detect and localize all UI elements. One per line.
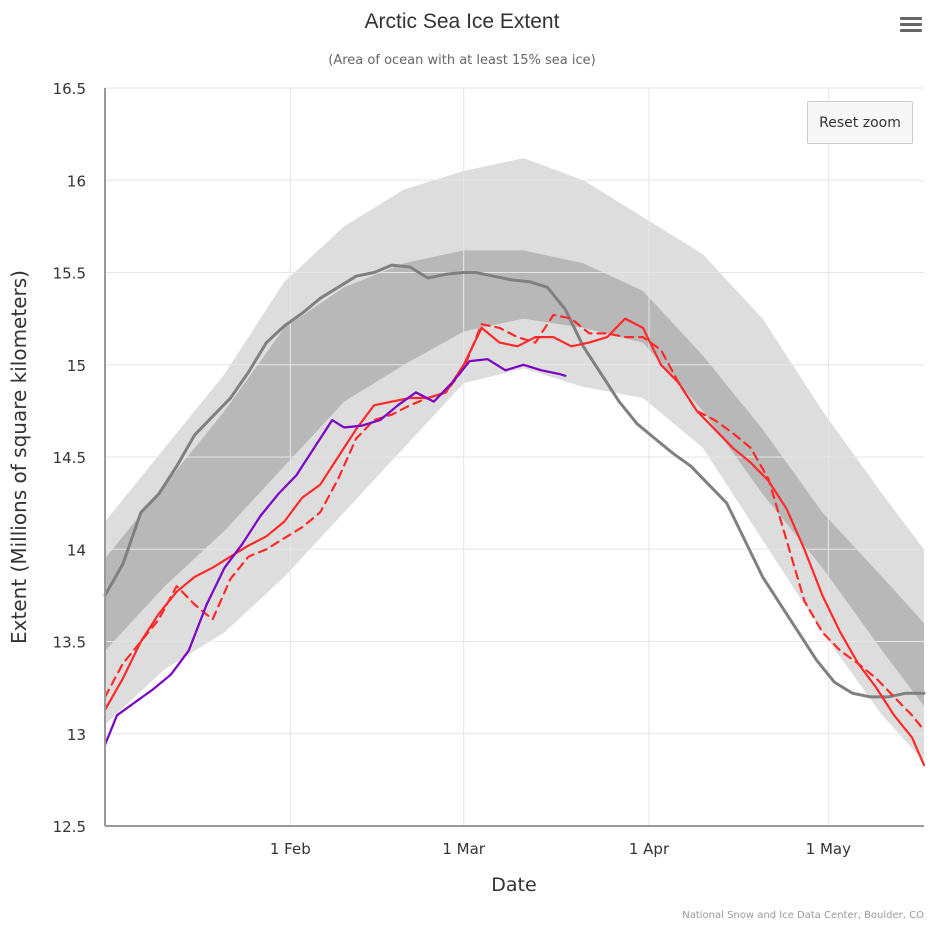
y-tick-label: 12.5 bbox=[53, 818, 86, 836]
series-line-2[interactable] bbox=[103, 313, 926, 732]
y-axis-title: Extent (Millions of square kilometers) bbox=[7, 270, 31, 644]
series-line-3[interactable] bbox=[103, 358, 567, 746]
chart-title: Arctic Sea Ice Extent bbox=[365, 10, 560, 33]
reset-zoom-button[interactable]: Reset zoom bbox=[807, 101, 913, 144]
y-tick-label: 16 bbox=[67, 172, 86, 190]
y-tick-label: 14 bbox=[67, 541, 86, 559]
range-bands bbox=[105, 158, 924, 762]
y-tick-label: 15.5 bbox=[53, 265, 86, 283]
series-lines bbox=[103, 263, 926, 767]
gridlines bbox=[105, 87, 924, 826]
y-tick-label: 15 bbox=[67, 357, 86, 375]
y-tick-labels: 12.5 13 13.5 14 14.5 15 15.5 16 16.5 bbox=[53, 80, 86, 836]
y-tick-label: 16.5 bbox=[53, 80, 86, 98]
credits[interactable]: National Snow and Ice Data Center, Bould… bbox=[682, 910, 924, 921]
y-tick-label: 14.5 bbox=[53, 449, 86, 467]
band-outer-range bbox=[105, 158, 924, 762]
x-tick-label: 1 May bbox=[806, 840, 851, 858]
axes bbox=[104, 88, 924, 827]
x-tick-label: 1 Apr bbox=[629, 840, 670, 858]
series-line-0[interactable] bbox=[103, 263, 926, 699]
x-tick-label: 1 Mar bbox=[442, 840, 485, 858]
chart-subtitle: (Area of ocean with at least 15% sea ice… bbox=[328, 53, 595, 68]
series-line-1[interactable] bbox=[103, 317, 926, 767]
y-tick-label: 13.5 bbox=[53, 634, 86, 652]
x-tick-label: 1 Feb bbox=[270, 840, 311, 858]
x-axis-title: Date bbox=[491, 874, 536, 896]
x-tick-labels: 1 Feb 1 Mar 1 Apr 1 May bbox=[270, 840, 851, 858]
hamburger-menu-icon[interactable] bbox=[898, 14, 924, 38]
y-tick-label: 13 bbox=[67, 726, 86, 744]
